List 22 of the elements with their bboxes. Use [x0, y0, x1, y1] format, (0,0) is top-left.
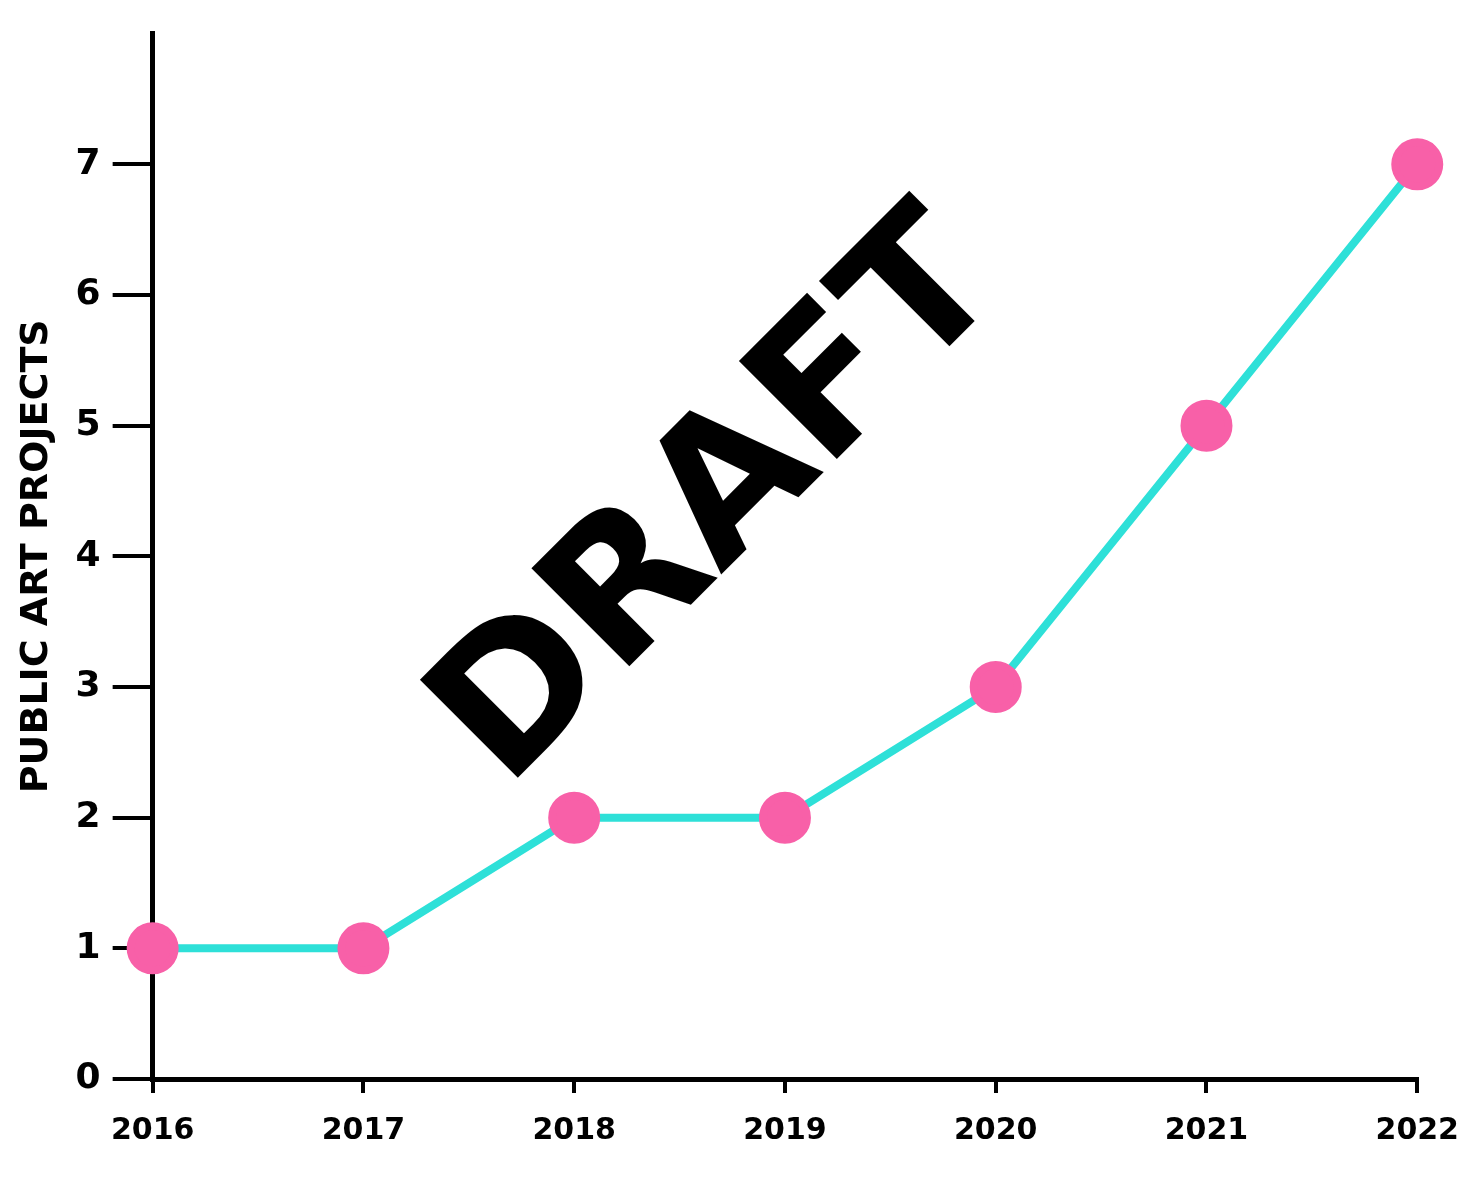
x-tick-label: 2019: [743, 1110, 827, 1146]
y-tick-label: 5: [75, 401, 101, 443]
y-tick-label: 0: [75, 1055, 101, 1097]
x-tick-label: 2021: [1164, 1110, 1249, 1146]
x-tick-label: 2016: [110, 1110, 195, 1146]
point: [337, 922, 390, 975]
y-tick-label: 2: [75, 794, 101, 836]
x-tick-label: 2022: [1375, 1110, 1459, 1146]
point: [548, 791, 601, 844]
point: [1391, 138, 1444, 191]
y-tick-label: 7: [75, 140, 101, 182]
y-tick-label: 1: [75, 924, 101, 966]
point: [758, 791, 811, 844]
y-tick-label: 4: [75, 532, 101, 574]
point: [1180, 399, 1233, 452]
y-axis-title: PUBLIC ART PROJECTS: [11, 319, 56, 794]
x-tick-label: 2020: [953, 1110, 1038, 1146]
point: [126, 922, 179, 975]
y-tick-label: 6: [75, 271, 101, 313]
x-tick-label: 2017: [321, 1110, 406, 1146]
x-tick-label: 2018: [532, 1110, 616, 1146]
y-tick-label: 3: [75, 663, 101, 705]
